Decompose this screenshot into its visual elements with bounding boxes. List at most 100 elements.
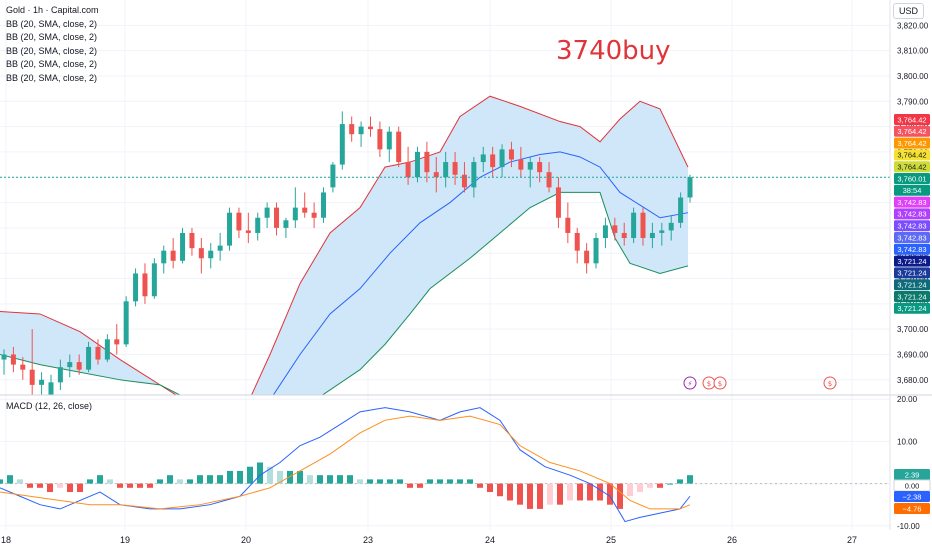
macd-histogram-bar <box>17 479 23 484</box>
candle-body <box>490 154 496 168</box>
event-icon-glyph: $ <box>718 380 722 388</box>
price-tag-label: 3,764.42 <box>897 139 926 148</box>
price-tag-bg <box>894 196 930 208</box>
candle-body <box>189 232 195 249</box>
price-tag-label: 3,760.01 <box>897 174 926 183</box>
price-tag-label: 3,721.24 <box>897 292 926 301</box>
price-tag-bg <box>894 161 930 173</box>
price-axis-label: 3,690.00 <box>897 350 929 359</box>
price-tag-label: 3,742.83 <box>897 198 926 207</box>
macd-histogram-bar <box>137 483 143 488</box>
indicator-bb-5[interactable]: BB (20, SMA, close, 2) <box>6 72 98 83</box>
candle-body <box>264 207 270 218</box>
candles <box>1 111 693 395</box>
price-tag-label: 3,721.24 <box>897 269 926 278</box>
macd-histogram-bar <box>647 483 653 488</box>
candle-body <box>330 164 336 188</box>
macd-histogram-bar <box>527 483 533 509</box>
macd-histogram-bar <box>657 483 663 488</box>
macd-histogram-bar <box>517 483 523 505</box>
macd-histogram-bar <box>0 479 3 484</box>
macd-tag-bg <box>894 503 930 514</box>
currency-button[interactable]: USD <box>893 3 925 19</box>
indicator-bb-3[interactable]: BB (20, SMA, close, 2) <box>6 45 98 56</box>
macd-histogram-bar <box>117 483 123 488</box>
candle-body <box>86 346 92 370</box>
price-tag-bg <box>894 255 930 267</box>
macd-histogram-bar <box>507 483 513 501</box>
candle-body <box>367 126 373 130</box>
candle-body <box>443 162 449 178</box>
time-axis-label: 25 <box>606 535 616 545</box>
price-tag-bg <box>894 208 930 220</box>
candle-body <box>339 124 345 165</box>
macd-histogram-bar <box>57 483 63 488</box>
price-tag-label: 3,742.83 <box>897 222 926 231</box>
macd-histogram-bar <box>617 483 623 509</box>
price-axis-label: 3,790.00 <box>897 97 929 106</box>
candle-body <box>198 248 204 259</box>
candle-body <box>180 232 186 261</box>
candle-body <box>29 369 35 385</box>
macd-pane <box>0 398 890 527</box>
macd-histogram-bar <box>537 483 543 509</box>
price-tag-bg <box>894 220 930 232</box>
macd-histogram-bar <box>447 479 453 484</box>
macd-histogram-bar <box>457 479 463 484</box>
macd-histogram-bar <box>327 475 333 484</box>
macd-histogram-bar <box>247 466 253 484</box>
price-tag-bg <box>894 243 930 255</box>
candle-body <box>602 225 608 239</box>
indicator-bb-1[interactable]: BB (20, SMA, close, 2) <box>6 18 98 29</box>
bollinger-bands <box>0 95 689 395</box>
macd-histogram-bar <box>67 483 73 493</box>
candle-body <box>414 151 420 178</box>
macd-axis-label: 10.00 <box>897 437 918 446</box>
time-axis-label: 27 <box>847 535 857 545</box>
macd-histogram-bar <box>7 475 13 484</box>
macd-histogram-bar <box>637 483 643 493</box>
macd-histogram-bar <box>227 470 233 484</box>
macd-series-line <box>0 415 691 510</box>
price-tag-bg <box>894 302 930 314</box>
macd-histogram-bar <box>237 470 243 484</box>
candle-body <box>236 212 242 231</box>
macd-histogram-bar <box>167 475 173 484</box>
price-tag-label: 3,764.42 <box>897 115 926 124</box>
price-axis-label: 3,680.00 <box>897 376 929 385</box>
macd-histogram-bar <box>477 483 483 488</box>
macd-legend[interactable]: MACD (12, 26, close) <box>6 401 93 411</box>
macd-histogram-bar <box>417 483 423 488</box>
candle-body <box>518 159 524 170</box>
macd-histogram-bar <box>157 479 163 484</box>
candle-body <box>640 212 646 239</box>
price-tag-bg <box>894 184 930 196</box>
candle-body <box>48 382 54 395</box>
chart-annotation: 3740buy <box>556 36 671 66</box>
event-icon <box>713 376 727 390</box>
candle-body <box>358 126 364 135</box>
price-axis-label: 3,800.00 <box>897 72 929 81</box>
price-pane: ⚡ $ $ $ <box>0 0 890 530</box>
macd-tag-label: −2.38 <box>903 492 922 501</box>
candle-body <box>170 250 176 261</box>
indicator-bb-2[interactable]: BB (20, SMA, close, 2) <box>6 32 98 42</box>
price-tag-bg <box>894 291 930 302</box>
macd-histogram-bar <box>487 483 493 493</box>
price-tag-label: 3,721.24 <box>897 304 926 313</box>
candle-body <box>631 212 637 239</box>
indicator-bb-4[interactable]: BB (20, SMA, close, 2) <box>6 59 98 69</box>
macd-histogram-bar <box>497 483 503 497</box>
event-icon-glyph: ⚡ <box>688 380 693 388</box>
candle-body <box>396 131 402 163</box>
chart-title: Gold · 1h · Capital.com <box>6 5 99 15</box>
price-tag-bg <box>894 279 930 291</box>
macd-histogram-bar <box>557 483 563 505</box>
candle-body <box>546 172 552 188</box>
macd-histogram-bar <box>317 475 323 484</box>
price-tag-label: 3,764.42 <box>897 127 926 136</box>
candle-body <box>537 162 543 173</box>
time-axis-label: 24 <box>485 535 495 545</box>
candle-body <box>95 346 101 360</box>
price-axis-label: 3,820.00 <box>897 21 929 30</box>
